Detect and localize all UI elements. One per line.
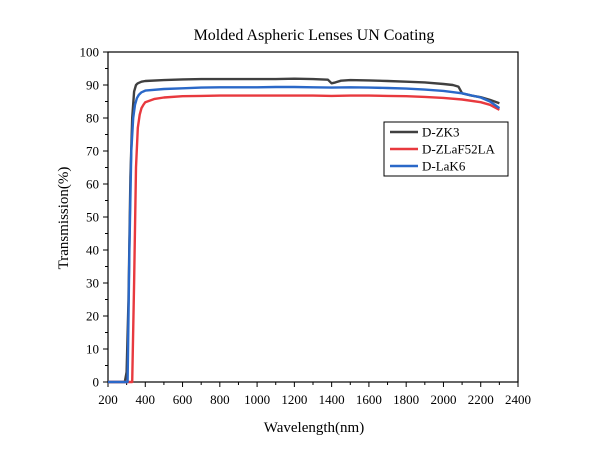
x-tick-label: 600	[173, 392, 193, 407]
y-tick-label: 20	[86, 309, 99, 324]
chart-title: Molded Aspheric Lenses UN Coating	[194, 27, 435, 44]
x-tick-label: 2000	[430, 392, 456, 407]
plot-border	[107, 51, 519, 383]
y-tick-label: 50	[86, 210, 99, 225]
x-tick-label: 200	[98, 392, 118, 407]
legend-label: D-ZK3	[422, 125, 460, 140]
x-tick-label: 2400	[505, 392, 531, 407]
legend-label: D-ZLaF52LA	[422, 142, 496, 157]
x-axis-label: Wavelength(nm)	[264, 420, 364, 436]
x-tick-label: 1000	[244, 392, 270, 407]
x-tick-label: 800	[210, 392, 230, 407]
x-axis: 200 400 600 800 1000 1200 1400 1600 1800 2000 2200…	[98, 382, 531, 407]
legend-label: D-LaK6	[422, 159, 466, 174]
y-axis: 0 10 20 30 40 50 60 70 80 90 100	[80, 45, 108, 390]
y-axis-label: Transmission(%)	[56, 167, 72, 270]
x-tick-label: 1400	[319, 392, 345, 407]
x-tick-label: 1200	[281, 392, 307, 407]
series-line-2	[108, 85, 501, 384]
x-tick-label: 2200	[468, 392, 494, 407]
plot-frame	[107, 51, 519, 383]
x-tick-label: 1600	[356, 392, 382, 407]
series-line-1	[108, 94, 500, 384]
y-tick-label: 80	[86, 111, 99, 126]
y-tick-label: 90	[86, 78, 99, 93]
y-tick-label: 70	[86, 144, 99, 159]
legend: D-ZK3 D-ZLaF52LA D-LaK6	[383, 121, 509, 177]
series-line-0	[108, 77, 500, 384]
x-tick-label: 400	[136, 392, 156, 407]
y-tick-label: 40	[86, 243, 99, 258]
y-tick-label: 60	[86, 177, 99, 192]
series-lines	[108, 77, 501, 384]
y-tick-label: 10	[86, 342, 99, 357]
y-tick-label: 100	[80, 45, 100, 60]
x-tick-label: 1800	[393, 392, 419, 407]
y-tick-label: 30	[86, 276, 99, 291]
y-tick-label: 0	[93, 375, 100, 390]
